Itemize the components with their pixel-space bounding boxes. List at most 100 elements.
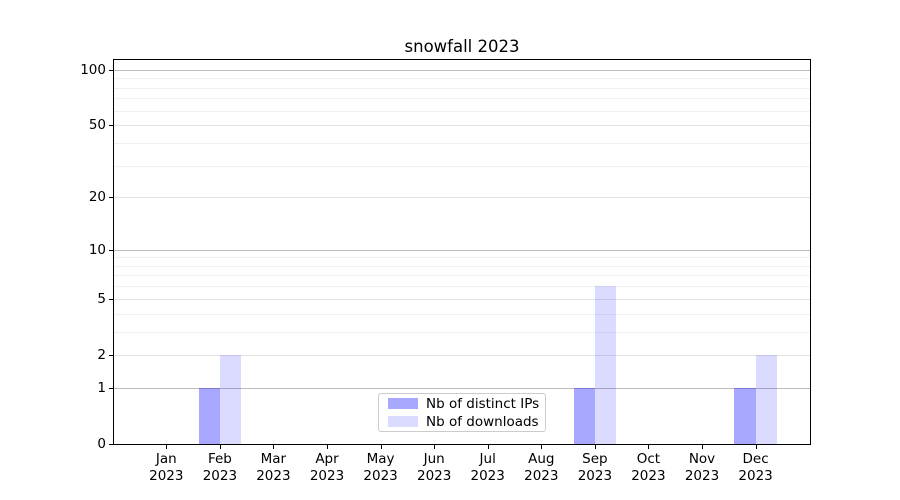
x-tick-month: Oct: [636, 451, 661, 467]
x-tick-month: Feb: [207, 451, 232, 467]
y-tick-label-0: 0: [97, 436, 106, 452]
gridline-10: [114, 249, 810, 251]
x-tick-label-nov: Nov 2023: [667, 451, 737, 485]
x-tick-label-may: May 2023: [346, 451, 416, 485]
bar-nb-of-distinct-ips-feb: [198, 387, 220, 444]
x-tick-mark-mar: [273, 445, 275, 449]
x-tick-year: 2023: [470, 468, 505, 484]
x-tick-month: Nov: [688, 451, 716, 467]
x-tick-month: Mar: [260, 451, 287, 467]
x-tick-label-jun: Jun 2023: [399, 451, 469, 485]
x-tick-mark-aug: [541, 445, 543, 449]
y-tick-mark-100: [109, 69, 113, 71]
gridline-2: [114, 354, 810, 356]
x-tick-month: Aug: [528, 451, 555, 467]
y-tick-mark-0: [109, 444, 113, 445]
bars-layer: [114, 60, 810, 444]
bar-nb-of-distinct-ips-sep: [573, 387, 595, 444]
plot-area: [113, 59, 811, 445]
gridline-minor-30: [114, 165, 810, 167]
gridline-minor-4: [114, 313, 810, 315]
y-tick-label-10: 10: [88, 241, 106, 258]
x-tick-month: Jan: [155, 451, 177, 467]
y-tick-label-100: 100: [80, 61, 106, 78]
bar-nb-of-distinct-ips-dec: [734, 387, 756, 444]
x-tick-mark-feb: [219, 445, 221, 449]
legend-swatch: [388, 416, 418, 427]
y-tick-mark-20: [109, 197, 113, 199]
x-tick-mark-jun: [434, 445, 436, 449]
y-tick-label-2: 2: [97, 346, 106, 363]
legend-item-nb-of-distinct-ips: Nb of distinct IPs: [379, 396, 545, 412]
gridline-1: [114, 387, 810, 389]
grid-layer: [114, 60, 810, 444]
gridline-minor-3: [114, 331, 810, 333]
x-tick-year: 2023: [684, 468, 720, 484]
x-tick-year: 2023: [417, 468, 452, 484]
x-tick-mark-may: [380, 445, 382, 449]
gridline-minor-9: [114, 257, 810, 259]
x-tick-mark-jul: [487, 445, 489, 449]
x-tick-month: May: [366, 451, 395, 467]
x-tick-label-dec: Dec 2023: [721, 451, 791, 485]
gridline-50: [114, 125, 810, 127]
gridline-minor-6: [114, 286, 810, 288]
x-tick-label-jul: Jul 2023: [453, 451, 523, 485]
legend-label: Nb of distinct IPs: [426, 395, 540, 412]
bar-nb-of-downloads-sep: [594, 286, 617, 444]
x-tick-label-sep: Sep 2023: [560, 451, 630, 485]
bar-nb-of-downloads-dec: [755, 354, 777, 444]
x-tick-year: 2023: [256, 468, 291, 484]
x-tick-mark-apr: [327, 445, 328, 449]
x-tick-label-feb: Feb 2023: [185, 451, 255, 485]
x-tick-year: 2023: [363, 468, 398, 484]
gridline-20: [114, 197, 810, 199]
gridline-100: [114, 69, 810, 71]
x-tick-month: Jun: [423, 451, 445, 467]
x-tick-year: 2023: [202, 468, 238, 484]
x-tick-label-apr: Apr 2023: [292, 451, 362, 485]
x-tick-month: Apr: [315, 451, 339, 467]
x-tick-mark-dec: [755, 445, 757, 449]
x-tick-month: Dec: [742, 451, 769, 467]
chart-title: snowfall 2023: [404, 37, 520, 56]
legend-label: Nb of downloads: [426, 413, 539, 430]
x-tick-mark-nov: [702, 445, 703, 449]
x-tick-label-aug: Aug 2023: [506, 451, 576, 485]
y-tick-mark-5: [109, 298, 113, 300]
y-tick-mark-10: [109, 249, 113, 251]
x-tick-year: 2023: [738, 468, 773, 484]
gridline-minor-80: [114, 87, 810, 89]
gridline-minor-60: [114, 110, 810, 112]
bar-nb-of-downloads-feb: [219, 354, 242, 444]
y-tick-label-1: 1: [97, 379, 106, 396]
gridline-minor-7: [114, 275, 810, 277]
x-tick-mark-sep: [594, 445, 596, 449]
gridline-minor-8: [114, 265, 810, 267]
y-tick-mark-2: [109, 354, 113, 356]
gridline-minor-70: [114, 98, 810, 100]
x-tick-year: 2023: [524, 468, 559, 484]
y-tick-label-5: 5: [97, 290, 106, 307]
x-tick-label-mar: Mar 2023: [238, 451, 308, 485]
x-tick-month: Jul: [479, 451, 496, 467]
y-tick-mark-1: [109, 387, 113, 389]
legend: Nb of distinct IPs Nb of downloads: [378, 393, 546, 432]
gridline-minor-90: [114, 78, 810, 80]
gridline-5: [114, 298, 810, 300]
legend-swatch: [388, 398, 418, 409]
x-tick-year: 2023: [309, 468, 345, 484]
x-tick-year: 2023: [577, 468, 613, 484]
x-tick-mark-jan: [166, 445, 168, 449]
y-tick-label-50: 50: [88, 117, 106, 134]
x-tick-year: 2023: [631, 468, 666, 484]
x-tick-year: 2023: [149, 468, 184, 484]
gridline-minor-40: [114, 142, 810, 144]
x-tick-month: Sep: [582, 451, 608, 467]
y-tick-mark-50: [109, 125, 113, 127]
y-tick-label-20: 20: [88, 189, 106, 206]
x-tick-label-oct: Oct 2023: [613, 451, 683, 485]
x-tick-label-jan: Jan 2023: [131, 451, 201, 485]
x-tick-mark-oct: [648, 445, 650, 449]
